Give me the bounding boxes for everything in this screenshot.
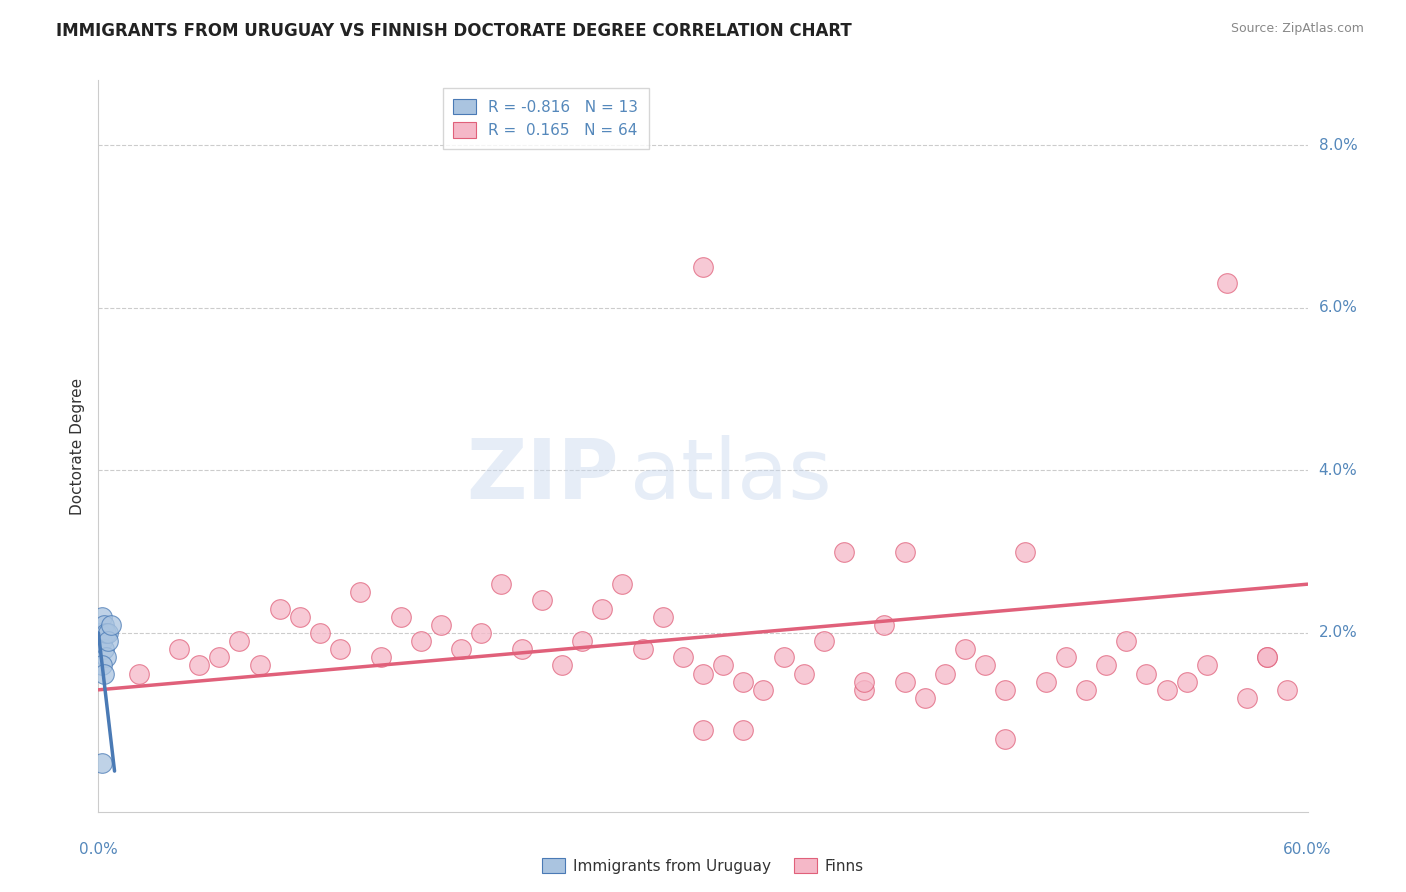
Point: [128, 666, 150, 681]
Point: [813, 634, 835, 648]
Text: 2.0%: 2.0%: [1319, 625, 1357, 640]
Point: [491, 577, 513, 591]
Text: ZIP: ZIP: [465, 434, 619, 516]
Point: [97, 626, 120, 640]
Legend: R = -0.816   N = 13, R =  0.165   N = 64: R = -0.816 N = 13, R = 0.165 N = 64: [443, 88, 650, 149]
Point: [89, 626, 111, 640]
Point: [772, 650, 794, 665]
Point: [711, 658, 734, 673]
Point: [893, 674, 915, 689]
Point: [1277, 682, 1299, 697]
Point: [1156, 682, 1178, 697]
Y-axis label: Doctorate Degree: Doctorate Degree: [69, 377, 84, 515]
Text: 0.0%: 0.0%: [79, 842, 118, 857]
Text: 6.0%: 6.0%: [1319, 301, 1358, 316]
Point: [510, 642, 533, 657]
Point: [269, 601, 291, 615]
Point: [93, 617, 115, 632]
Point: [1115, 634, 1137, 648]
Point: [309, 626, 332, 640]
Point: [188, 658, 211, 673]
Point: [100, 617, 122, 632]
Point: [409, 634, 432, 648]
Point: [228, 634, 250, 648]
Point: [672, 650, 695, 665]
Point: [96, 650, 118, 665]
Point: [91, 609, 114, 624]
Point: [914, 690, 936, 705]
Point: [994, 682, 1017, 697]
Point: [934, 666, 956, 681]
Point: [450, 642, 472, 657]
Text: Source: ZipAtlas.com: Source: ZipAtlas.com: [1230, 22, 1364, 36]
Point: [1175, 674, 1198, 689]
Point: [1195, 658, 1218, 673]
Point: [551, 658, 574, 673]
Point: [873, 617, 896, 632]
Point: [1095, 658, 1118, 673]
Point: [349, 585, 371, 599]
Legend: Immigrants from Uruguay, Finns: Immigrants from Uruguay, Finns: [536, 852, 870, 880]
Point: [91, 756, 114, 770]
Text: 8.0%: 8.0%: [1319, 137, 1357, 153]
Point: [167, 642, 190, 657]
Point: [651, 609, 673, 624]
Point: [329, 642, 352, 657]
Point: [591, 601, 613, 615]
Point: [692, 666, 714, 681]
Point: [93, 642, 115, 657]
Point: [994, 731, 1017, 746]
Point: [853, 674, 876, 689]
Point: [1236, 690, 1258, 705]
Point: [389, 609, 412, 624]
Text: 60.0%: 60.0%: [1284, 842, 1331, 857]
Point: [249, 658, 271, 673]
Point: [953, 642, 976, 657]
Point: [853, 682, 876, 697]
Point: [1054, 650, 1077, 665]
Point: [530, 593, 553, 607]
Point: [733, 674, 755, 689]
Point: [1035, 674, 1057, 689]
Point: [97, 634, 120, 648]
Point: [832, 544, 855, 558]
Point: [571, 634, 593, 648]
Point: [430, 617, 453, 632]
Point: [793, 666, 815, 681]
Text: 4.0%: 4.0%: [1319, 463, 1357, 478]
Point: [974, 658, 997, 673]
Point: [692, 260, 714, 275]
Text: atlas: atlas: [630, 434, 832, 516]
Point: [733, 723, 755, 738]
Point: [692, 723, 714, 738]
Point: [1256, 650, 1278, 665]
Point: [893, 544, 915, 558]
Point: [208, 650, 231, 665]
Point: [91, 658, 114, 673]
Point: [1216, 277, 1239, 291]
Point: [91, 634, 114, 648]
Point: [288, 609, 311, 624]
Point: [612, 577, 634, 591]
Point: [96, 626, 118, 640]
Point: [93, 666, 115, 681]
Point: [1135, 666, 1157, 681]
Point: [470, 626, 492, 640]
Point: [1256, 650, 1278, 665]
Point: [752, 682, 775, 697]
Point: [1074, 682, 1097, 697]
Point: [1014, 544, 1036, 558]
Point: [631, 642, 654, 657]
Point: [370, 650, 392, 665]
Text: IMMIGRANTS FROM URUGUAY VS FINNISH DOCTORATE DEGREE CORRELATION CHART: IMMIGRANTS FROM URUGUAY VS FINNISH DOCTO…: [56, 22, 852, 40]
